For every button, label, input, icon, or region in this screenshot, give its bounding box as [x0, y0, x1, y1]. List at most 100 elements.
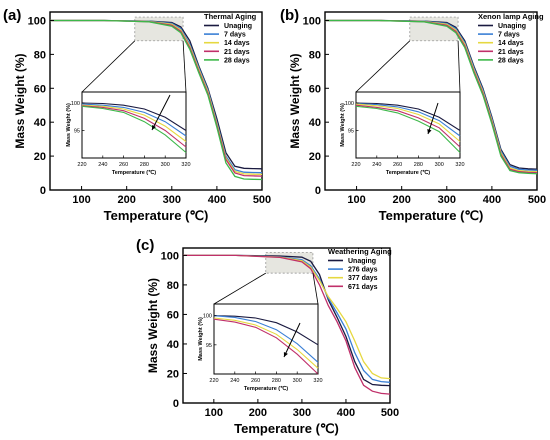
inset-series-line-2	[81, 103, 187, 137]
inset-x-tick-label: 280	[140, 162, 149, 168]
plot-frame	[182, 247, 391, 404]
y-tick-label: 40	[309, 117, 321, 129]
legend-item-label: 377 days	[348, 275, 378, 282]
inset-x-tick-label: 320	[181, 162, 190, 168]
legend-item-label: Unaging	[498, 23, 526, 30]
trend-arrowhead	[427, 129, 432, 134]
y-tick-label: 20	[34, 151, 46, 163]
inset-chart: 220 240 260 280 300 320 100 95 Temperature (℃) Ma…	[340, 91, 465, 176]
inset-series-line-5	[81, 105, 187, 153]
x-axis-label: Temperature (℃)	[234, 421, 339, 436]
inset-x-tick-label: 220	[209, 378, 218, 384]
inset-x-tick-label: 240	[98, 162, 107, 168]
inset-x-tick-label: 240	[372, 162, 381, 168]
series-line-5	[325, 19, 538, 175]
inset-y-tick-label: 95	[74, 129, 80, 135]
x-tick-label: 400	[483, 194, 501, 206]
x-tick-label: 200	[393, 194, 411, 206]
inset-x-tick-label: 320	[455, 162, 464, 168]
legend-item-label: 21 days	[224, 49, 250, 56]
chart-panel-1: (a) 100 200 300 400 500 0 20 40 60 80 100 Temperatur…	[3, 7, 271, 223]
legend-title: Xenon lamp Aging	[478, 12, 544, 21]
inset-series-line-3	[213, 317, 319, 369]
legend-item-label: 7 days	[498, 32, 520, 39]
y-axis-label: Mass Weight (%)	[13, 53, 27, 148]
y-axis-label: Mass Weight (%)	[288, 53, 302, 148]
inset-x-tick-label: 300	[161, 162, 170, 168]
y-tick-label: 0	[315, 185, 321, 197]
zoom-connector	[312, 273, 319, 305]
x-tick-label: 500	[528, 194, 546, 206]
x-tick-label: 400	[208, 194, 226, 206]
inset-series-line-3	[81, 104, 187, 142]
legend-title: Thermal Aging	[204, 12, 257, 21]
inset-x-tick-label: 320	[313, 378, 322, 384]
zoom-connector	[213, 272, 267, 305]
chart-panel-3: (c) 100 200 300 400 500 0 20 40 60 80 100 Temperatur…	[136, 237, 399, 436]
legend-item-label: Unaging	[348, 258, 376, 265]
inset-series-line-5	[355, 105, 461, 153]
series-line-1	[183, 254, 391, 387]
inset-y-tick-label: 95	[206, 343, 212, 349]
panel-label: (a)	[3, 7, 21, 24]
inset-series-line-2	[213, 315, 319, 363]
y-tick-label: 60	[309, 83, 321, 95]
inset-x-tick-label: 280	[414, 162, 423, 168]
inset-x-tick-label: 260	[119, 162, 128, 168]
plot-frame	[49, 11, 263, 191]
y-axis-label: Mass Weight (%)	[146, 278, 160, 373]
inset-x-tick-label: 300	[293, 378, 302, 384]
panel-label: (b)	[280, 7, 299, 24]
inset-x-tick-label: 300	[435, 162, 444, 168]
y-tick-label: 40	[167, 339, 179, 351]
inset-y-tick-label: 100	[71, 101, 80, 107]
trend-arrowhead	[283, 352, 288, 357]
legend-item-label: 14 days	[224, 40, 250, 47]
inset-x-tick-label: 220	[77, 162, 86, 168]
trend-arrow	[283, 322, 301, 358]
legend-item-label: Unaging	[224, 23, 252, 30]
inset-series-line-1	[355, 102, 461, 131]
legend-item-label: 28 days	[498, 57, 524, 64]
inset-series-line-3	[355, 103, 461, 142]
inset-chart: 220 240 260 280 300 320 100 95 Temperature (℃) Ma…	[66, 91, 191, 176]
x-tick-label: 200	[118, 194, 136, 206]
trend-arrow	[151, 94, 171, 131]
legend-item-label: 7 days	[224, 32, 246, 39]
inset-x-axis-label: Temperature (℃)	[244, 385, 288, 392]
y-tick-label: 0	[173, 398, 179, 410]
y-tick-label: 100	[303, 15, 321, 27]
y-tick-label: 20	[167, 368, 179, 380]
y-tick-label: 60	[167, 309, 179, 321]
zoom-connector	[355, 40, 411, 93]
inset-x-tick-label: 260	[251, 378, 260, 384]
y-tick-label: 0	[40, 185, 46, 197]
legend-item-label: 21 days	[498, 49, 524, 56]
x-axis-label: Temperature (℃)	[104, 208, 209, 223]
legend-item-label: 14 days	[498, 40, 524, 47]
x-tick-label: 100	[205, 407, 223, 419]
y-tick-label: 80	[34, 49, 46, 61]
x-tick-label: 100	[347, 194, 365, 206]
series-line-5	[50, 19, 263, 181]
inset-series-line-1	[81, 102, 187, 131]
inset-chart: 220 240 260 280 300 320 100 95 Temperature (℃) Ma…	[198, 303, 323, 392]
legend-item-label: 28 days	[224, 57, 250, 64]
inset-y-tick-label: 100	[345, 101, 354, 107]
inset-x-tick-label: 280	[272, 378, 281, 384]
inset-series-line-4	[213, 318, 319, 375]
legend-item-label: 276 days	[348, 267, 378, 274]
inset-series-line-2	[355, 102, 461, 137]
inset-series-line-4	[81, 105, 187, 148]
trend-arrowhead	[152, 125, 156, 130]
x-tick-label: 300	[293, 407, 311, 419]
x-tick-label: 400	[337, 407, 355, 419]
legend-title: Weathering Aging	[328, 247, 392, 256]
inset-y-tick-label: 100	[203, 314, 212, 320]
inset-x-axis-label: Temperature (℃)	[112, 169, 156, 176]
series-line-4	[183, 254, 391, 395]
plot-frame	[324, 11, 538, 191]
